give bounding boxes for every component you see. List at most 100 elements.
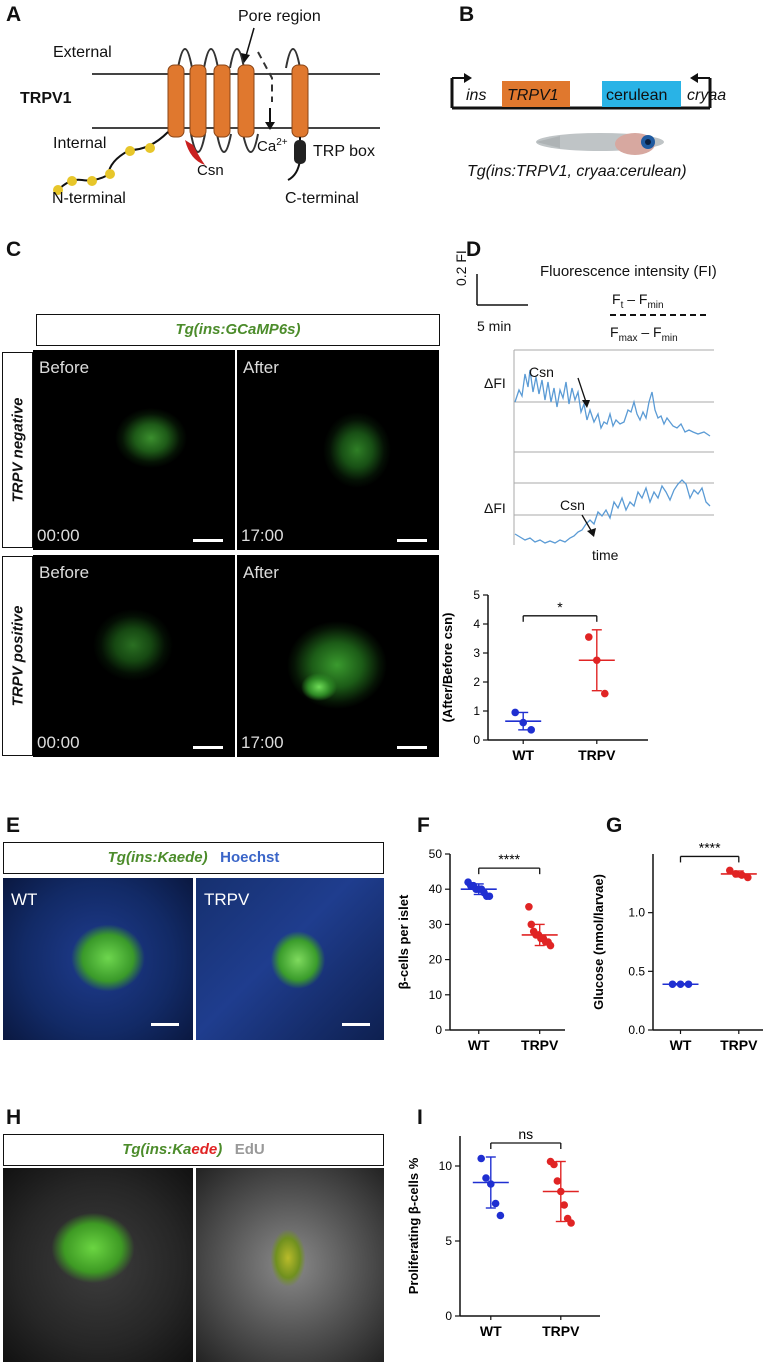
x-category-label: WT [480,1323,502,1339]
calcium-text: Ca [257,138,277,155]
csn-marker-1: Csn [529,364,554,380]
data-point [557,1187,565,1196]
csn-label: Csn [197,162,224,179]
data-point [553,1177,562,1185]
data-point [496,1211,505,1220]
external-label: External [53,44,112,61]
y-tick-label: 10 [439,1159,453,1173]
timestamp-label: 00:00 [37,733,80,752]
y-axis-label: Glucose (nmol/larvae) [593,874,606,1010]
y-tick-label: 4 [473,617,480,631]
y-tick-label: 2 [473,675,480,689]
den-f: F [610,324,619,340]
dfi-label-2: ΔFI [484,500,506,516]
data-point [601,689,609,698]
y-axis-label: Proliferating β-cells % [406,1157,421,1294]
before-label: Before [39,358,90,377]
dfi-label-1: ΔFI [484,375,506,391]
kaede-text: Tg(ins:Kaede) [107,849,208,866]
data-point [567,1219,575,1227]
data-point [491,1199,500,1208]
trp-box-label: TRP box [313,143,375,160]
y-tick-label: 20 [429,953,443,967]
after-label: After [243,563,279,582]
y-tick-label: 1.0 [628,906,645,920]
panel-label-b: B [459,3,475,26]
formula-denominator: Fmax – Fmin [610,324,678,344]
data-point [585,633,593,641]
micrograph-kaede-trpv: TRPV [196,878,384,1040]
trpv1-channel-diagram [53,27,380,195]
y-tick-label: 10 [429,988,443,1002]
after-label: After [243,358,279,377]
panel-label-e: E [6,814,21,837]
num-sub-t: t [620,299,624,311]
kaede-red-text: ede [191,1141,218,1158]
panel-label-a: A [6,3,22,26]
wt-label: WT [11,890,38,909]
edu-text: EdU [234,1141,265,1158]
y-tick-label: 50 [429,847,443,861]
y-tick-label: 0 [445,1309,452,1323]
y-tick-label: 3 [473,646,480,660]
micrograph-edu-kaede [3,1168,193,1362]
scale-bar [193,746,223,749]
y-axis-label: Δ Fluorescence(After/Before csn) [424,613,455,723]
x-category-label: TRPV [521,1037,559,1053]
scale-x-label: 5 min [477,318,512,334]
panel-label-d: D [466,238,482,261]
micrograph-positive-before: Before 00:00 [33,555,235,757]
y-tick-label: 40 [429,882,443,896]
scale-y-label: 0.2 FI [453,250,469,286]
cerulean-label: cerulean [606,87,668,104]
before-label: Before [39,563,90,582]
scale-bar [342,1023,370,1026]
micrograph-edu-merge [196,1168,384,1362]
construct-diagram [450,73,712,110]
kaede-edu-header: Tg(ins:Kaede) EdU [3,1134,384,1166]
chart-g: 0.0 0.5 1.0 Glucose (nmol/larvae) WT TRPV **** [593,839,763,1053]
chart-i: 0 5 10 Proliferating β-cells % WT TRPV ns [406,1126,600,1339]
trpv1-gene-label: TRPV1 [507,87,559,104]
x-category-label: WT [512,747,534,763]
kaede-green-text: Tg(ins:Ka [122,1141,192,1158]
data-point [525,903,533,911]
chart-f: 0 10 20 30 40 50 β-cells per islet WT TRPV **** [398,847,565,1053]
row-label-positive: TRPV positive [2,556,33,756]
num-minus: – F [627,291,648,307]
data-point [485,892,494,901]
data-point [738,871,746,879]
scale-y-text: 0.2 FI [453,250,469,286]
scale-bar [397,539,427,542]
significance-label: * [557,599,563,615]
data-point [744,873,752,882]
y-tick-label: 0 [473,733,480,747]
y-tick-label: 0.5 [628,964,645,978]
timestamp-label: 00:00 [37,526,80,545]
micrograph-negative-after: After 17:00 [237,350,439,550]
gcamp-header: Tg(ins:GCaMP6s) [36,314,440,346]
data-point [487,1180,495,1188]
data-point [482,1174,490,1182]
n-terminal-label: N-terminal [52,190,126,207]
fluorescence-traces [476,274,714,545]
den-sub-min: min [661,332,678,344]
data-point [726,866,734,875]
data-point [546,941,555,950]
micrograph-kaede-wt: WT [3,878,193,1040]
data-point [527,726,535,734]
x-category-label: WT [468,1037,490,1053]
den-minus: – F [641,324,662,340]
zebrafish-larva-image [536,133,664,155]
significance-label: **** [699,839,721,855]
num-sub-min: min [647,299,664,311]
scale-bar [151,1023,179,1026]
data-point [477,1154,485,1163]
pore-region-label: Pore region [238,8,321,25]
panel-label-c: C [6,238,22,261]
panel-label-h: H [6,1106,22,1129]
kaede-paren-text: ) [217,1141,223,1158]
panel-label-g: G [606,814,623,837]
trpv-label: TRPV [204,890,250,909]
c-terminal-label: C-terminal [285,190,359,207]
